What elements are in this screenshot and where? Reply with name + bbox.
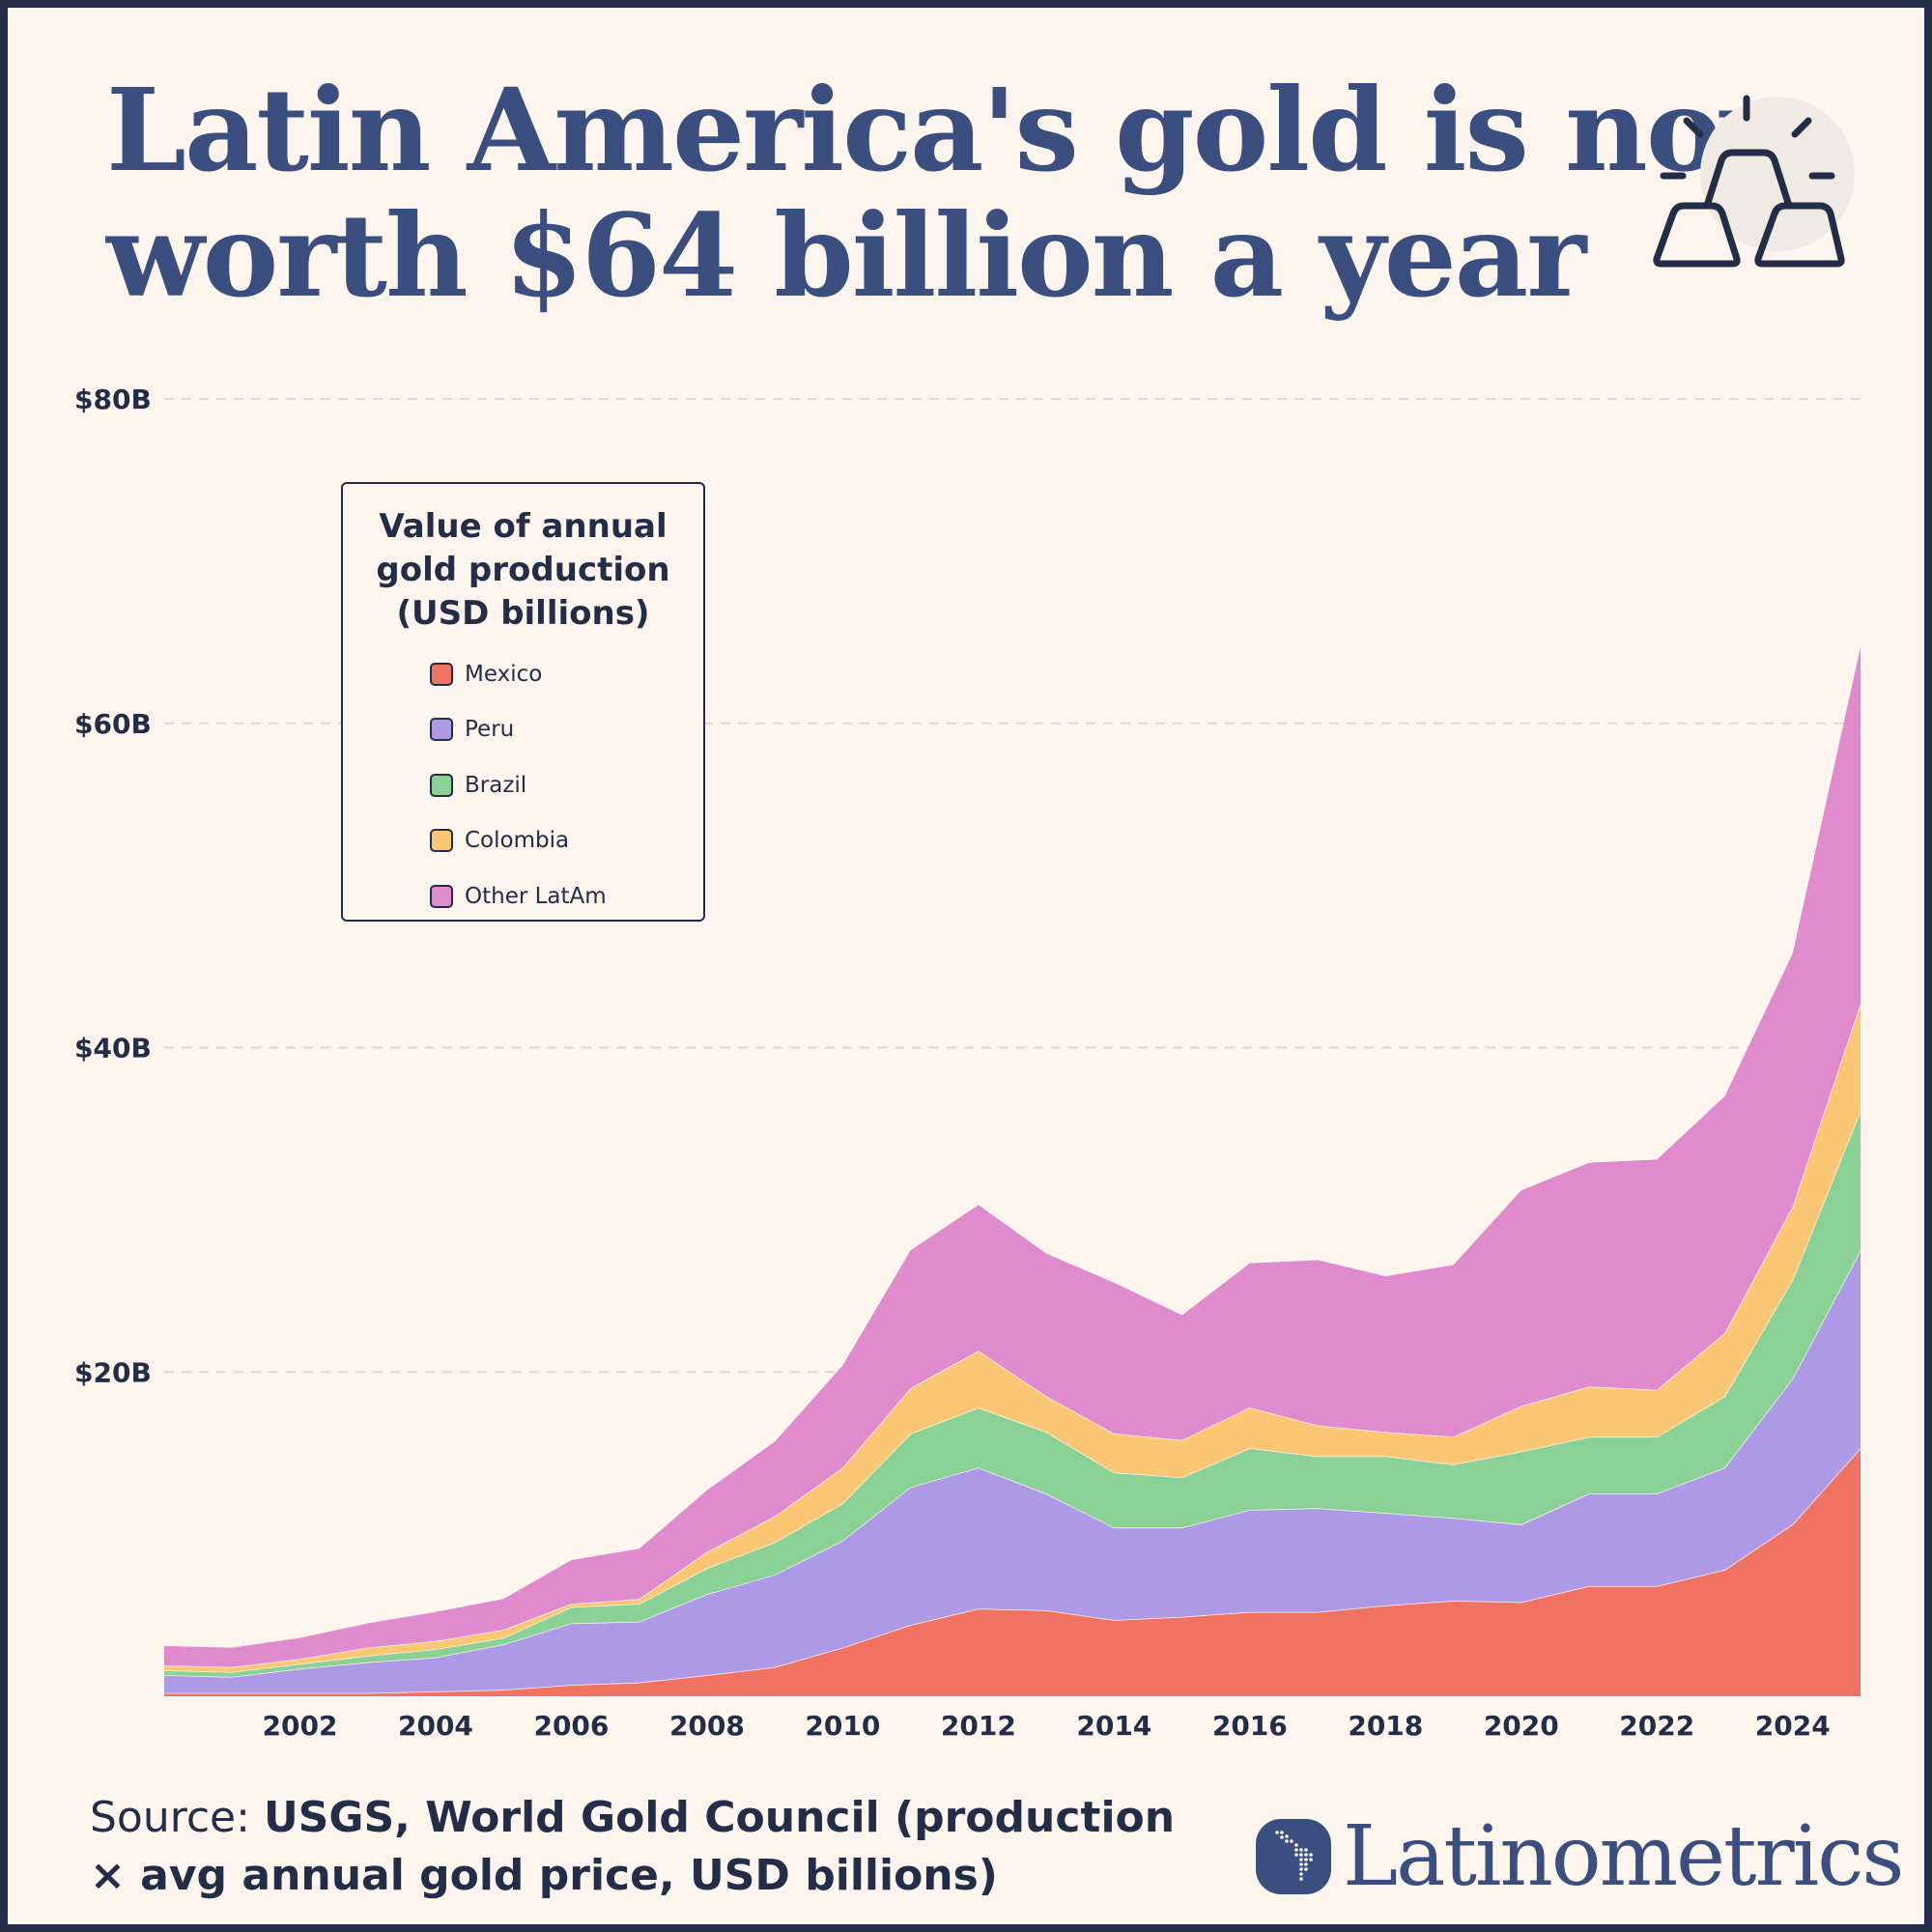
- brand-logo: Latinometrics: [1256, 1808, 1905, 1905]
- x-tick-label: 2014: [1076, 1710, 1151, 1742]
- x-tick-label: 2010: [805, 1710, 880, 1742]
- brand-name: Latinometrics: [1343, 1808, 1905, 1905]
- title-line-1: Latin America's gold is now: [106, 63, 1818, 197]
- x-tick-label: 2004: [398, 1710, 473, 1742]
- legend-label: Other LatAm: [465, 883, 607, 909]
- x-tick-label: 2016: [1212, 1710, 1288, 1742]
- legend-label: Colombia: [465, 828, 570, 854]
- legend-title-line: Value of annual: [379, 507, 668, 546]
- legend-item: Mexico: [430, 646, 607, 702]
- legend-label: Peru: [465, 717, 515, 743]
- legend-title-line: gold production: [376, 551, 670, 589]
- x-tick-label: 2002: [263, 1710, 338, 1742]
- legend-swatch: [430, 884, 453, 908]
- legend: Value of annual gold production (USD bil…: [341, 482, 705, 922]
- legend-title: Value of annual gold production (USD bil…: [343, 505, 703, 636]
- legend-item: Peru: [430, 702, 607, 758]
- legend-swatch: [430, 829, 453, 853]
- y-tick-label: $40B: [74, 1033, 152, 1065]
- x-tick-label: 2024: [1755, 1710, 1831, 1742]
- x-tick-label: 2020: [1484, 1710, 1559, 1742]
- legend-item: Brazil: [430, 757, 607, 813]
- x-tick-label: 2018: [1348, 1710, 1423, 1742]
- latin-america-map-icon: [1256, 1819, 1331, 1894]
- y-tick-label: $20B: [74, 1356, 152, 1388]
- area-peru: [164, 1250, 1861, 1693]
- legend-label: Brazil: [465, 772, 527, 798]
- source-label: Source:: [90, 1793, 250, 1842]
- x-tick-label: 2008: [669, 1710, 745, 1742]
- x-tick-label: 2022: [1619, 1710, 1694, 1742]
- source-note: Source: USGS, World Gold Council (produc…: [90, 1789, 1175, 1905]
- legend-swatch: [430, 718, 453, 742]
- y-tick-label: $80B: [74, 384, 152, 415]
- page-title: Latin America's gold is now worth $64 bi…: [106, 63, 1818, 323]
- legend-label: Mexico: [465, 661, 543, 687]
- source-text-2: × avg annual gold price, USD billions): [90, 1851, 998, 1900]
- x-tick-label: 2006: [533, 1710, 609, 1742]
- legend-title-line: (USD billions): [396, 594, 650, 633]
- legend-item: Colombia: [430, 813, 607, 869]
- area-other-latam: [164, 646, 1861, 1667]
- y-tick-label: $60B: [74, 708, 152, 740]
- title-line-2: worth $64 billion a year: [106, 188, 1586, 323]
- x-tick-label: 2012: [941, 1710, 1016, 1742]
- source-text-1: USGS, World Gold Council (production: [263, 1793, 1176, 1842]
- legend-item: Other LatAm: [430, 868, 607, 924]
- legend-swatch: [430, 773, 453, 797]
- gold-bars-icon: [1653, 95, 1855, 268]
- area-mexico: [164, 1448, 1861, 1696]
- legend-swatch: [430, 662, 453, 686]
